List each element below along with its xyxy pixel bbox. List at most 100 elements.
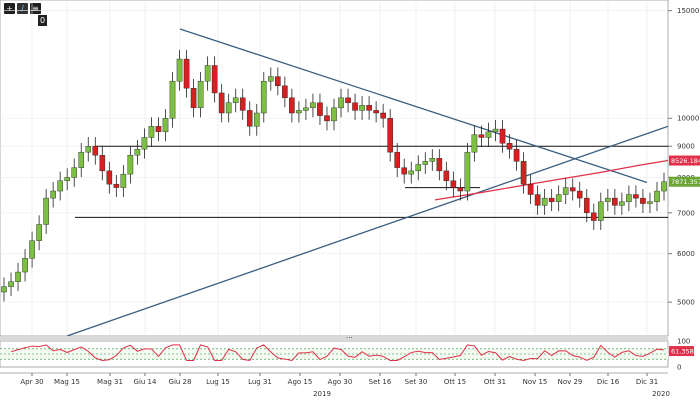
candle bbox=[520, 161, 527, 185]
y-tick-label: 6000 bbox=[677, 250, 695, 258]
candle bbox=[296, 110, 302, 114]
x-tick-label: Giu 14 bbox=[134, 378, 157, 386]
candle bbox=[218, 92, 225, 114]
candle bbox=[43, 197, 49, 225]
draw-icon[interactable]: / bbox=[17, 3, 28, 14]
candle bbox=[246, 110, 253, 127]
candle bbox=[387, 118, 393, 153]
year-label: 2020 bbox=[652, 390, 670, 398]
candle bbox=[548, 197, 555, 202]
plus-icon[interactable]: + bbox=[4, 3, 15, 14]
x-tick-label: Apr 30 bbox=[20, 378, 43, 386]
y-tick-label: 15000 bbox=[677, 7, 699, 15]
candle bbox=[64, 177, 70, 181]
candle bbox=[239, 97, 246, 111]
candle bbox=[408, 170, 415, 175]
candle bbox=[576, 190, 583, 199]
candle bbox=[640, 197, 646, 204]
moving-average-line bbox=[434, 159, 669, 201]
candle bbox=[275, 76, 281, 87]
candle bbox=[85, 145, 92, 153]
y-tick-label: 9000 bbox=[677, 143, 695, 151]
candle bbox=[113, 183, 120, 188]
x-tick-label: Dic 31 bbox=[636, 378, 658, 386]
candle bbox=[338, 97, 344, 109]
y-tick-label: 10000 bbox=[677, 115, 699, 123]
y-tick-label: 7000 bbox=[677, 209, 695, 217]
candle bbox=[612, 197, 618, 206]
candle bbox=[197, 80, 204, 109]
oscillator-value-tag bbox=[669, 346, 694, 357]
candle bbox=[590, 212, 597, 221]
ma-price-tag bbox=[669, 155, 700, 166]
candle bbox=[15, 271, 21, 282]
candle bbox=[492, 128, 499, 133]
candle bbox=[569, 187, 576, 192]
x-tick-label: Mag 15 bbox=[54, 378, 80, 386]
x-tick-label: Ott 15 bbox=[444, 378, 466, 386]
year-label: 2019 bbox=[313, 390, 331, 398]
candle bbox=[310, 102, 316, 109]
candle bbox=[598, 201, 604, 221]
candle bbox=[127, 154, 134, 175]
candle bbox=[506, 143, 513, 150]
candle bbox=[380, 112, 386, 119]
candle bbox=[1, 286, 7, 293]
candle bbox=[647, 201, 653, 204]
candle bbox=[120, 173, 127, 188]
candle bbox=[260, 80, 267, 114]
x-tick-label: Mag 31 bbox=[97, 378, 123, 386]
candle bbox=[443, 170, 450, 181]
candle bbox=[527, 183, 534, 195]
candle bbox=[8, 281, 14, 287]
indicator-badge[interactable]: 0 bbox=[38, 15, 47, 26]
settings-icon[interactable]: ≡ bbox=[30, 3, 41, 14]
y-tick-label: 5000 bbox=[677, 299, 695, 307]
candle bbox=[619, 201, 625, 206]
candle bbox=[99, 154, 106, 172]
candle bbox=[541, 197, 548, 206]
candle bbox=[583, 197, 590, 214]
candle bbox=[450, 180, 457, 188]
candle bbox=[485, 131, 492, 138]
candle bbox=[71, 167, 78, 178]
trendline-2 bbox=[66, 125, 669, 337]
candle bbox=[661, 181, 667, 192]
candle bbox=[176, 58, 183, 82]
candle bbox=[225, 102, 232, 114]
trendline-1 bbox=[179, 28, 648, 184]
candle bbox=[36, 224, 42, 241]
candle bbox=[232, 97, 239, 103]
candle bbox=[317, 102, 323, 116]
oscillator-tick: 0 bbox=[677, 364, 681, 372]
candle bbox=[605, 197, 611, 202]
chart-toolbar: + / ≡ bbox=[4, 3, 41, 14]
candle bbox=[155, 126, 162, 133]
last-price-tag bbox=[669, 176, 700, 187]
candle bbox=[268, 76, 274, 82]
candle bbox=[303, 107, 309, 111]
candle bbox=[190, 87, 197, 109]
candle bbox=[555, 194, 562, 202]
oscillator-tick: 100 bbox=[677, 338, 690, 346]
candle bbox=[534, 194, 541, 206]
candle bbox=[401, 167, 408, 175]
candle bbox=[654, 190, 660, 202]
candle bbox=[50, 190, 56, 199]
x-tick-label: Nov 15 bbox=[523, 378, 548, 386]
x-tick-label: Dic 16 bbox=[597, 378, 620, 386]
x-tick-label: Set 16 bbox=[369, 378, 392, 386]
candle bbox=[562, 187, 569, 195]
candle bbox=[141, 137, 148, 150]
candle bbox=[366, 105, 372, 111]
oscillator-line bbox=[10, 344, 665, 362]
candle bbox=[471, 134, 478, 153]
candle bbox=[429, 158, 436, 162]
candle bbox=[633, 194, 639, 199]
pane-separator bbox=[0, 336, 668, 340]
x-tick-label: Lug 15 bbox=[206, 378, 230, 386]
x-tick-label: Set 30 bbox=[405, 378, 428, 386]
candle bbox=[29, 240, 35, 259]
candle bbox=[162, 118, 169, 133]
